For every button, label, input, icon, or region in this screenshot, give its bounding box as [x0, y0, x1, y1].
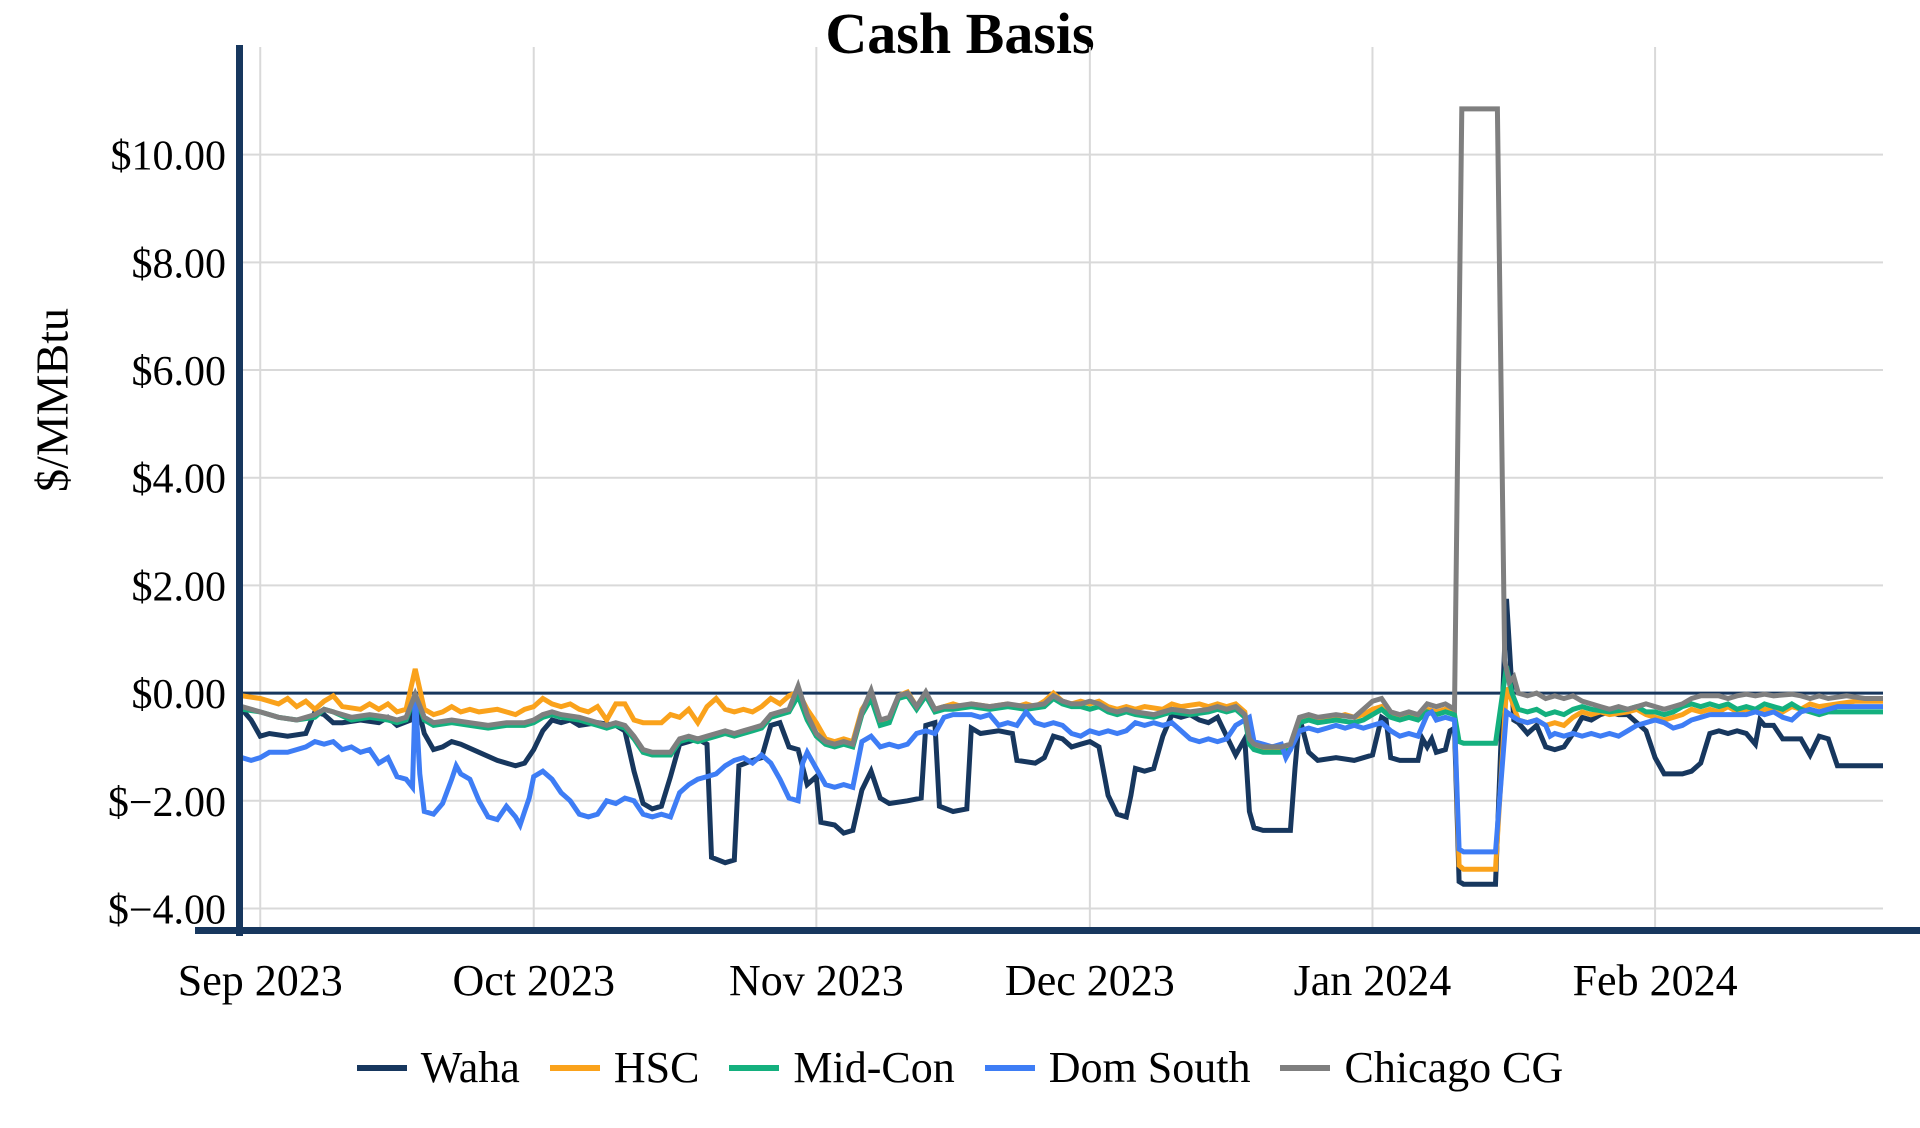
- y-axis-line: [236, 45, 243, 936]
- y-tick-label-10: $10.00: [111, 134, 227, 180]
- chart-title: Cash Basis: [825, 1, 1095, 66]
- series-line-mid-con: [241, 665, 1883, 758]
- legend-label-chicago-cg: Chicago CG: [1344, 1043, 1564, 1092]
- y-tick-label-2: $2.00: [132, 564, 227, 610]
- y-tick-label--4: $−4.00: [108, 887, 226, 933]
- x-tick-label-feb-2024: Feb 2024: [1573, 956, 1738, 1005]
- legend-swatch-hsc: [549, 1065, 600, 1071]
- legend-swatch-chicago-cg: [1280, 1065, 1331, 1071]
- y-tick-label-0: $0.00: [132, 672, 227, 718]
- legend-label-hsc: HSC: [613, 1043, 700, 1092]
- x-tick-label-oct-2023: Oct 2023: [452, 956, 615, 1005]
- x-tick-label-nov-2023: Nov 2023: [729, 956, 904, 1005]
- y-tick-label-6: $6.00: [132, 349, 227, 395]
- series-line-dom-south: [241, 692, 1883, 855]
- series-line-waha: [240, 598, 1883, 887]
- legend-swatch-mid-con: [729, 1065, 780, 1071]
- legend-item-waha: Waha: [356, 1043, 520, 1092]
- y-tick-label-8: $8.00: [132, 241, 227, 287]
- x-tick-label-jan-2024: Jan 2024: [1294, 956, 1452, 1005]
- legend-item-dom-south: Dom South: [984, 1043, 1251, 1092]
- x-axis-line: [195, 927, 1920, 934]
- legend-label-mid-con: Mid-Con: [793, 1043, 955, 1092]
- legend-item-mid-con: Mid-Con: [729, 1043, 955, 1092]
- y-tick-label-4: $4.00: [132, 457, 227, 503]
- legend: Waha HSC Mid-Con Dom South Chicago CG: [0, 1038, 1920, 1098]
- legend-swatch-waha: [356, 1065, 407, 1071]
- legend-label-waha: Waha: [420, 1043, 520, 1092]
- x-tick-label-dec-2023: Dec 2023: [1005, 956, 1175, 1005]
- legend-swatch-dom-south: [984, 1065, 1035, 1071]
- legend-item-chicago-cg: Chicago CG: [1280, 1046, 1563, 1090]
- legend-label-dom-south: Dom South: [1048, 1043, 1251, 1092]
- series-line-chicago-cg: [241, 106, 1883, 755]
- x-tick-label-sep-2023: Sep 2023: [178, 956, 343, 1005]
- y-tick-label--2: $−2.00: [108, 780, 226, 826]
- legend-item-hsc: HSC: [549, 1043, 700, 1092]
